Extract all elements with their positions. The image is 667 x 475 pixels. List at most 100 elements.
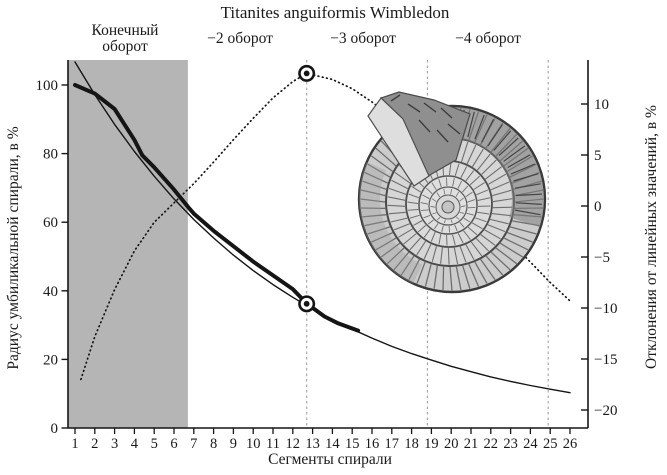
ammonite-rib: [423, 243, 432, 260]
ammonite-rib: [474, 217, 487, 223]
ammonite-rib: [420, 202, 429, 205]
ammonite-rib: [459, 221, 465, 228]
right-axis-tick-label: 0: [594, 199, 602, 215]
right-axis-title: Отклонения от линейных значений, в %: [643, 105, 660, 369]
ammonite-rib: [409, 214, 420, 219]
ammonite-rib: [491, 213, 512, 217]
ammonite-rib: [408, 193, 420, 199]
ammonite-rib: [449, 266, 453, 291]
x-axis-tick-label: 17: [385, 436, 400, 452]
ammonite-rib: [487, 224, 506, 233]
ammonite-rib: [388, 211, 406, 215]
ammonite-rib: [431, 198, 437, 202]
x-axis-tick-label: 4: [131, 436, 139, 452]
ammonite-broken-chamber-outer: [379, 91, 471, 177]
x-axis-tick-label: 14: [325, 436, 340, 452]
ammonite-rib-dark: [514, 183, 541, 189]
fitted-radius-curve: [74, 61, 571, 394]
x-axis-tick-label: 24: [523, 436, 538, 452]
ammonite-rib: [462, 185, 469, 193]
ammonite-rib: [460, 205, 466, 208]
ammonite-rib: [440, 247, 443, 264]
ammonite-rib: [388, 187, 407, 195]
ammonite-rib-dark: [513, 173, 539, 182]
ammonite-rib: [431, 246, 438, 263]
ammonite-texture-mark: [390, 94, 401, 102]
ammonite-rib: [477, 197, 491, 201]
ammonite-rib-dark: [481, 118, 495, 143]
ammonite-rib: [360, 198, 386, 203]
ammonite-rib: [471, 222, 483, 230]
ammonite-rib: [432, 212, 437, 215]
right-axis-tick-label: 5: [594, 148, 602, 164]
ammonite-rib: [423, 214, 431, 219]
x-axis-tick-label: 19: [424, 436, 439, 452]
ammonite-rib: [460, 141, 469, 162]
x-axis-tick-label: 22: [484, 436, 499, 452]
ammonite-rib: [492, 206, 513, 209]
ammonite-rib: [466, 212, 474, 216]
ammonite-rib: [423, 228, 431, 238]
ammonite-rib: [467, 199, 476, 203]
ammonite-rib: [453, 247, 459, 265]
ammonite-rib: [459, 197, 464, 202]
x-axis-tick-label: 8: [210, 436, 217, 452]
ammonite-rib: [431, 182, 437, 191]
x-axis-tick-label: 12: [286, 436, 301, 452]
ammonite-rib: [455, 191, 460, 197]
left-axis-title: Радиус умбиликальной спирали, в %: [5, 126, 22, 370]
x-axis-tick-label: 6: [170, 436, 177, 452]
ammonite-rib: [507, 231, 533, 243]
ammonite-rib: [480, 258, 496, 281]
ammonite-rib: [467, 226, 478, 236]
ammonite-rib: [459, 246, 467, 263]
x-axis-tick-label: 5: [151, 436, 158, 452]
ammonite-rib: [465, 244, 475, 260]
ammonite-rib: [460, 166, 468, 179]
ammonite-texture-mark: [418, 119, 431, 133]
ammonite-rib: [492, 189, 512, 197]
figure-title: Titanites anguiformis Wimbledon: [220, 3, 450, 22]
ammonite-rib: [393, 251, 410, 271]
ammonite-rib: [477, 211, 490, 215]
ammonite-rib: [422, 194, 430, 200]
ammonite-rib: [438, 234, 442, 245]
ammonite-rib: [466, 144, 477, 165]
ammonite-rib: [480, 234, 496, 246]
ammonite-rib: [409, 237, 422, 251]
ammonite-texture-mark: [407, 103, 421, 113]
ammonite-rib: [465, 170, 475, 182]
ammonite-rib-dark: [510, 163, 536, 175]
ammonite-rib: [499, 242, 524, 258]
ammonite-rib: [462, 265, 471, 289]
left-axis-tick-label: 0: [51, 421, 59, 437]
right-axis-tick-label: −20: [594, 403, 617, 419]
ammonite-rib: [386, 247, 405, 265]
ammonite-rib: [488, 173, 507, 185]
left-axis-tick-label: 20: [43, 352, 58, 368]
ammonite-rib: [463, 230, 471, 240]
ammonite-rib: [474, 261, 488, 284]
x-axis-tick-label: 9: [230, 436, 237, 452]
ammonite-rib: [503, 237, 529, 251]
x-axis-tick-label: 23: [503, 436, 518, 452]
ammonite-rib: [469, 175, 481, 186]
ammonite-rib: [475, 238, 490, 252]
ammonite-rib: [448, 162, 452, 176]
highlight-marker-dot: [303, 70, 310, 77]
ammonite-rib: [476, 189, 489, 196]
ammonite-rib: [408, 259, 420, 280]
ammonite-rib: [387, 196, 406, 201]
right-axis-tick-label: −15: [594, 352, 617, 368]
whorl-label-minus2: −2 оборот: [207, 30, 273, 47]
ammonite-rib: [367, 226, 391, 235]
ammonite-rib: [476, 153, 491, 171]
ammonite-rib: [425, 187, 433, 195]
ammonite-rib-dark: [498, 137, 519, 157]
ammonite-rib: [400, 255, 415, 276]
ammonite-rib: [411, 185, 422, 193]
x-axis-tick-label: 25: [543, 436, 558, 452]
ammonite-rib: [441, 225, 444, 232]
ammonite-rib: [393, 223, 410, 231]
